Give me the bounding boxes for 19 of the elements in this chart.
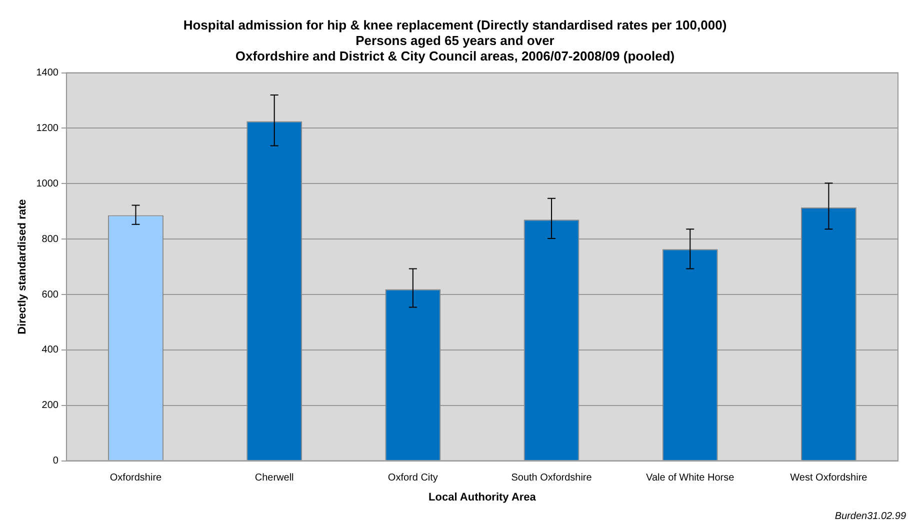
- x-tick-label: Vale of White Horse: [646, 472, 735, 484]
- y-tick-label: 200: [42, 400, 59, 412]
- x-tick-label: South Oxfordshire: [511, 472, 592, 484]
- y-tick-label: 0: [52, 456, 59, 467]
- y-tick-label: 1200: [36, 122, 59, 134]
- y-tick-label: 800: [42, 234, 59, 245]
- y-tick-label: 400: [42, 344, 59, 356]
- x-tick-label: Oxfordshire: [110, 472, 162, 484]
- y-tick-label: 1000: [36, 178, 59, 190]
- x-tick-label: Cherwell: [254, 472, 294, 484]
- x-tick-label: Oxford City: [388, 472, 438, 484]
- x-axis-title: Local Authority Area: [428, 491, 537, 504]
- x-tick-label: West Oxfordshire: [790, 472, 868, 484]
- chart-subtitle: Persons aged 65 years and over Oxfordshire and District & City Council areas, 2006/07-2008/09 (pooled): [235, 32, 675, 64]
- text: Burden31.02.99: [834, 511, 906, 522]
- chart-title: Hospital admission for hip & knee replacement (Directly standardised rates per 100,000): [183, 17, 727, 32]
- y-axis-title: Directly standardised rate: [16, 199, 29, 334]
- y-tick-label: 1400: [36, 68, 59, 79]
- y-tick-label: 600: [42, 289, 59, 300]
